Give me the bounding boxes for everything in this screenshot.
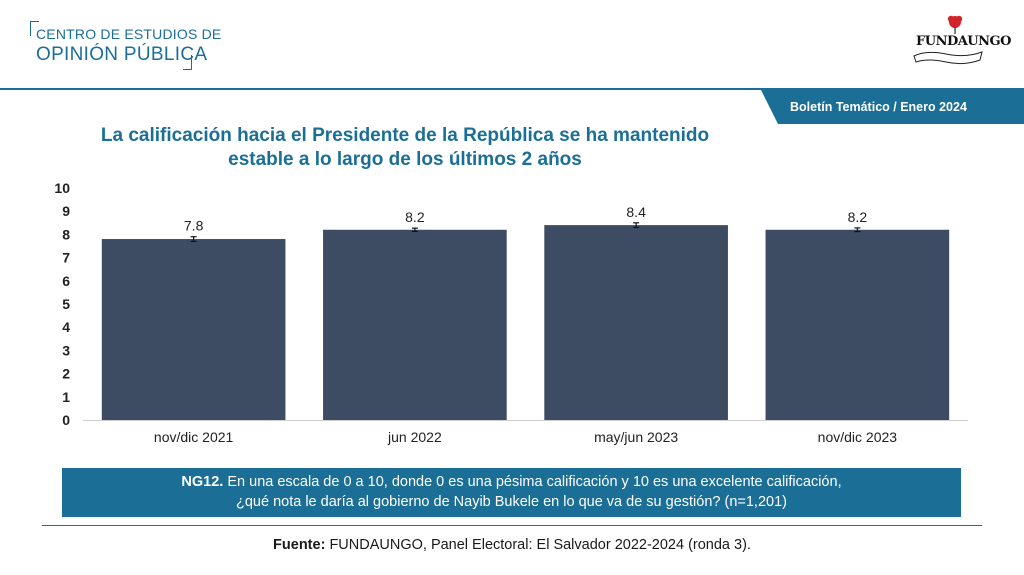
chart-title-line2: estable a lo largo de los últimos 2 años [228, 149, 582, 170]
question-text-line1: En una escala de 0 a 10, donde 0 es una … [227, 474, 842, 490]
bar [323, 229, 507, 420]
y-tick-label: 7 [62, 250, 70, 266]
bar [765, 229, 950, 420]
x-tick-label: may/jun 2023 [594, 429, 678, 445]
data-label: 8.2 [405, 209, 425, 225]
question-text-line2: ¿qué nota le daría al gobierno de Nayib … [236, 494, 787, 510]
bulletin-ribbon [760, 88, 1024, 124]
y-tick-label: 5 [62, 296, 70, 312]
bar [544, 225, 728, 420]
y-tick-label: 3 [62, 342, 70, 358]
bar [101, 239, 286, 420]
y-tick-label: 2 [62, 366, 70, 382]
brand-name-line2: OPINIÓN PÚBLICA [36, 44, 208, 65]
bulletin-label: Boletín Temático / Enero 2024 [790, 100, 967, 114]
chart-title: La calificación hacia el Presidente de l… [40, 124, 770, 172]
data-label: 8.4 [626, 204, 646, 220]
y-tick-label: 8 [62, 226, 70, 242]
question-box: NG12. En una escala de 0 a 10, donde 0 e… [62, 468, 961, 517]
brand-bracket-top [30, 21, 39, 36]
header-divider [0, 88, 1024, 90]
y-tick-label: 1 [62, 389, 70, 405]
bar-chart: 0 1 2 3 4 5 6 7 8 9 10 7.8 nov/dic 2021 8.2 jun 2022 8.… [54, 180, 968, 445]
brand-bracket-bottom [183, 55, 192, 70]
source-text: FUNDAUNGO, Panel Electoral: El Salvador … [329, 537, 751, 553]
data-label: 7.8 [184, 218, 204, 234]
question-line1: NG12. En una escala de 0 a 10, donde 0 e… [62, 472, 961, 492]
source-label: Fuente: [273, 537, 326, 553]
y-tick-label: 9 [62, 203, 70, 219]
footer-divider [42, 525, 982, 526]
y-tick-label: 10 [54, 180, 70, 196]
y-tick-label: 6 [62, 273, 70, 289]
y-tick-label: 0 [62, 412, 70, 428]
x-tick-label: jun 2022 [387, 429, 442, 445]
x-tick-label: nov/dic 2021 [154, 429, 234, 445]
y-tick-label: 4 [62, 319, 70, 335]
brand-name-line1: CENTRO DE ESTUDIOS DE [36, 26, 222, 42]
partner-logo-text: FUNDAUNGO [916, 34, 1011, 49]
fundaungo-logo [913, 15, 983, 65]
question-code: NG12. [181, 474, 224, 490]
x-tick-label: nov/dic 2023 [818, 429, 898, 445]
chart-title-line1: La calificación hacia el Presidente de l… [100, 125, 710, 146]
rose-icon [947, 15, 963, 34]
source-note: Fuente: FUNDAUNGO, Panel Electoral: El S… [0, 537, 1024, 553]
data-label: 8.2 [848, 209, 868, 225]
